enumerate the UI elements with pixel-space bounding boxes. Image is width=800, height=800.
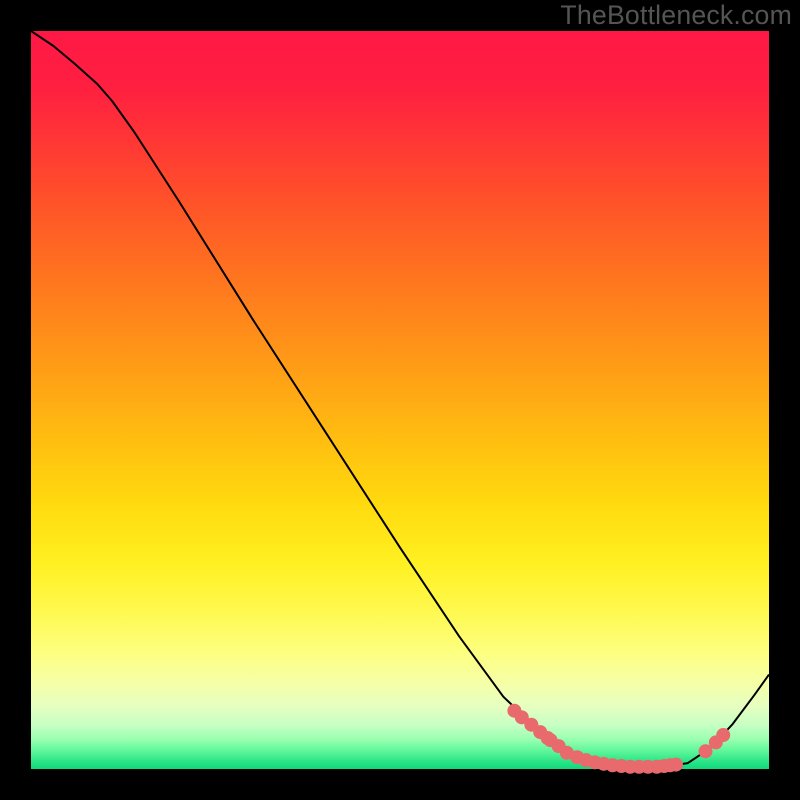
plot-background (31, 31, 769, 769)
chart-svg (0, 0, 800, 800)
chart-stage: TheBottleneck.com (0, 0, 800, 800)
data-marker (670, 758, 683, 771)
watermark-text: TheBottleneck.com (560, 0, 792, 31)
data-marker (717, 729, 730, 742)
data-marker (699, 745, 712, 758)
